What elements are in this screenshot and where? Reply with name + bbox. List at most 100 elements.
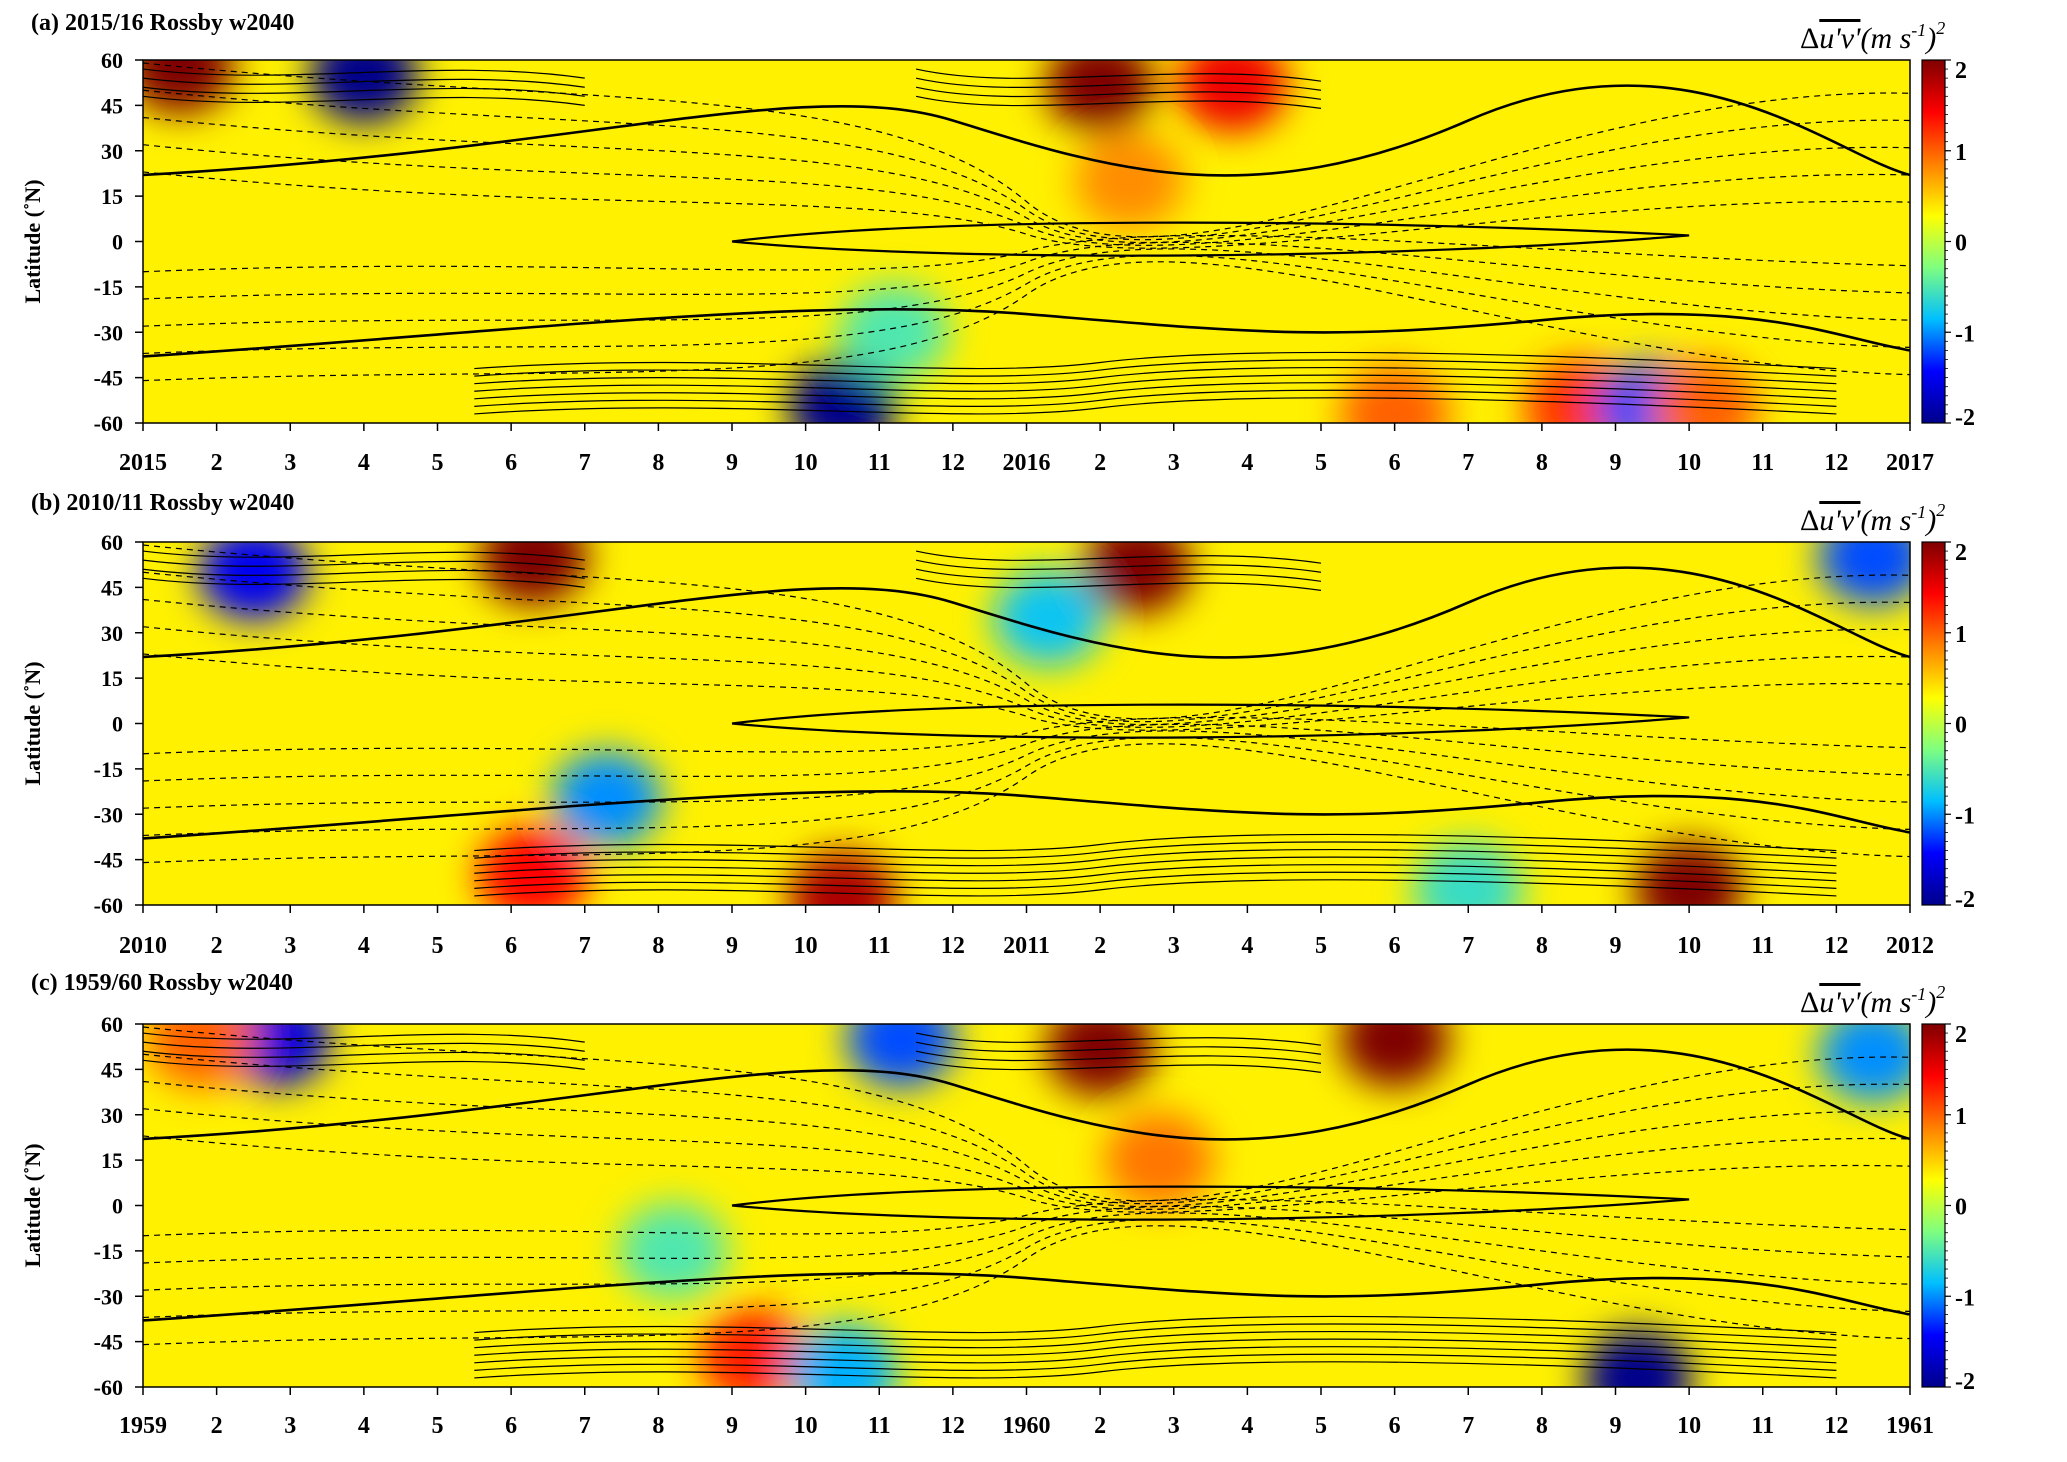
x-tick-label: 12 (941, 933, 965, 959)
colorbar-tick-label: 1 (1955, 140, 1967, 166)
x-tick-label: 5 (1315, 450, 1327, 476)
colorbar-tick-label: -2 (1955, 405, 1975, 431)
x-tick-label: 4 (358, 933, 370, 959)
x-tick-label: 2 (1094, 1413, 1106, 1439)
x-tick-label: 3 (1168, 1413, 1180, 1439)
x-tick-label: 2010 (119, 933, 167, 959)
x-tick-label: 9 (1610, 450, 1622, 476)
y-tick-label: -30 (94, 320, 123, 345)
x-tick-label: 2016 (1003, 450, 1051, 476)
heatmap-anomaly-3 (1074, 133, 1185, 229)
y-tick-label: 45 (101, 575, 123, 600)
colorbar (1921, 59, 1946, 424)
panel-title: (c) 1959/60 Rossby w2040 (31, 970, 293, 996)
heatmap-anomaly-3 (993, 569, 1104, 666)
x-tick-label: 11 (1751, 1413, 1774, 1439)
y-axis-label: Latitude (˚N) (20, 1143, 45, 1267)
heatmap-anomaly-2 (1045, 1024, 1156, 1097)
y-tick-label: 15 (101, 1148, 123, 1173)
x-tick-label: 5 (1315, 933, 1327, 959)
x-tick-label: 8 (1536, 933, 1548, 959)
x-tick-label: 7 (1462, 933, 1474, 959)
y-tick-label: 0 (112, 230, 123, 255)
x-tick-label: 5 (432, 450, 444, 476)
heatmap-anomaly-5 (551, 751, 662, 848)
y-tick-label: -60 (94, 893, 123, 918)
x-tick-label: 12 (1824, 1413, 1848, 1439)
heatmap-anomaly-10 (618, 1202, 729, 1299)
x-tick-label: 8 (1536, 450, 1548, 476)
x-tick-label: 2015 (119, 450, 167, 476)
x-tick-label: 9 (726, 933, 738, 959)
y-tick-label: 45 (101, 1057, 123, 1082)
x-tick-label: 3 (1168, 450, 1180, 476)
y-tick-label: -30 (94, 802, 123, 827)
x-tick-label: 9 (1610, 1413, 1622, 1439)
y-tick-label: 30 (101, 1103, 123, 1128)
panel-2: (c) 1959/60 Rossby w2040604530150-15-30-… (20, 970, 1975, 1439)
x-tick-label: 5 (432, 1413, 444, 1439)
contours (143, 1026, 1910, 1379)
contours (143, 544, 1910, 897)
heatmap-field (143, 60, 1910, 423)
contours (143, 62, 1910, 415)
colorbar-tick-label: 1 (1955, 622, 1967, 648)
colorbar-tick-label: 0 (1955, 231, 1967, 257)
colorbar-tick-label: -2 (1955, 887, 1975, 913)
y-tick-label: 60 (101, 1012, 123, 1037)
heatmap-anomaly-0 (198, 542, 309, 621)
x-tick-label: 4 (358, 450, 370, 476)
y-axis-label: Latitude (˚N) (20, 179, 45, 303)
x-tick-label: 11 (1751, 450, 1774, 476)
heatmap-anomaly-9 (1413, 841, 1524, 905)
heatmap-field (143, 1024, 1910, 1387)
x-tick-label: 9 (726, 450, 738, 476)
y-tick-label: -60 (94, 411, 123, 436)
colorbar-tick-label: 2 (1955, 58, 1967, 84)
x-tick-label: 11 (1751, 933, 1774, 959)
heatmap-anomaly-2 (1081, 542, 1192, 615)
x-tick-label: 4 (1241, 1413, 1253, 1439)
x-tick-label: 3 (284, 933, 296, 959)
panel-title: (a) 2015/16 Rossby w2040 (31, 10, 294, 36)
x-tick-label: 4 (1241, 933, 1253, 959)
y-tick-label: -15 (94, 1239, 123, 1264)
colorbar (1921, 1023, 1946, 1388)
x-tick-label: 8 (1536, 1413, 1548, 1439)
x-tick-label: 9 (1610, 933, 1622, 959)
x-tick-label: 12 (1824, 933, 1848, 959)
x-tick-label: 10 (794, 933, 818, 959)
x-tick-label: 3 (284, 1413, 296, 1439)
heatmap-anomaly-5 (787, 359, 898, 423)
y-tick-label: 30 (101, 139, 123, 164)
x-tick-label: 6 (1389, 933, 1401, 959)
colorbar-tick-label: -1 (1955, 321, 1975, 347)
x-tick-label: 1960 (1003, 1413, 1051, 1439)
heatmap-anomaly-1 (308, 60, 419, 124)
x-tick-label: 12 (1824, 450, 1848, 476)
x-tick-label: 7 (1462, 1413, 1474, 1439)
colorbar-tick-label: -2 (1955, 1369, 1975, 1395)
x-tick-label: 8 (652, 1413, 664, 1439)
panel-1: (b) 2010/11 Rossby w2040604530150-15-30-… (20, 490, 1975, 959)
y-tick-label: 60 (101, 530, 123, 555)
heatmap-anomaly-1 (478, 542, 589, 606)
heatmap-anomaly-4 (1177, 60, 1288, 133)
x-tick-label: 10 (794, 1413, 818, 1439)
y-tick-label: -15 (94, 275, 123, 300)
y-tick-label: 15 (101, 184, 123, 209)
y-tick-label: -45 (94, 848, 123, 873)
y-tick-label: 0 (112, 1194, 123, 1219)
colorbar-tick-label: 0 (1955, 713, 1967, 739)
heatmap-anomaly-6 (1818, 1024, 1910, 1103)
x-tick-label: 7 (1462, 450, 1474, 476)
x-tick-label: 10 (1677, 1413, 1701, 1439)
x-tick-label: 11 (868, 1413, 891, 1439)
x-tick-label: 2 (1094, 933, 1106, 959)
x-tick-label: 2 (1094, 450, 1106, 476)
heatmap-anomaly-6 (478, 826, 589, 905)
x-tick-label: 7 (579, 933, 591, 959)
x-tick-label: 5 (1315, 1413, 1327, 1439)
x-tick-label: 10 (1677, 933, 1701, 959)
x-tick-label: 2012 (1886, 933, 1934, 959)
